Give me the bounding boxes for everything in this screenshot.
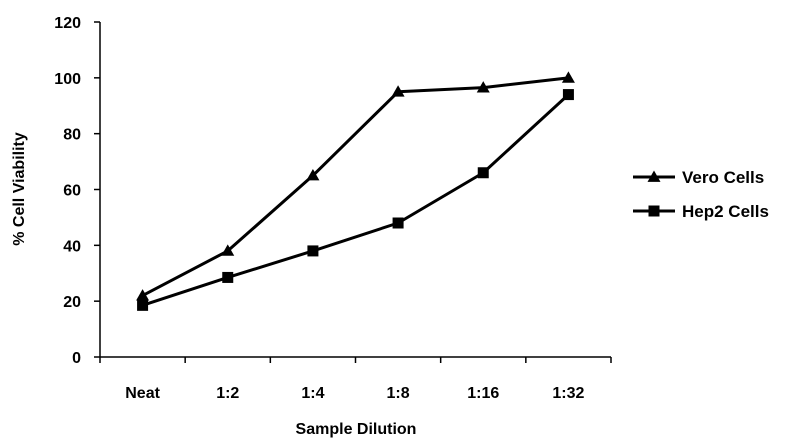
x-tick-label: 1:8 xyxy=(387,385,410,402)
x-axis-label: Sample Dilution xyxy=(296,421,417,438)
data-point xyxy=(561,71,575,83)
data-point xyxy=(137,299,149,311)
data-point xyxy=(136,289,150,301)
y-tick-label: 80 xyxy=(63,127,81,144)
x-axis: Neat 1:2 1:4 1:8 1:16 1:32 xyxy=(99,356,612,402)
data-point xyxy=(477,167,489,179)
data-point xyxy=(221,244,235,256)
legend-marker xyxy=(648,205,660,217)
series-vero-cells xyxy=(136,71,575,301)
legend: Vero Cells Hep2 Cells xyxy=(633,168,769,221)
legend-item: Hep2 Cells xyxy=(633,202,769,221)
data-point xyxy=(476,81,490,93)
data-point xyxy=(562,89,574,101)
x-tick-label: 1:4 xyxy=(301,385,324,402)
data-point xyxy=(222,271,234,283)
series-line xyxy=(142,93,570,307)
y-tick-label: 120 xyxy=(54,15,81,32)
series-line xyxy=(141,76,569,297)
y-axis: 0 20 40 60 80 100 120 xyxy=(54,15,101,367)
data-point xyxy=(391,85,405,97)
legend-label: Hep2 Cells xyxy=(682,202,769,221)
x-tick-label: Neat xyxy=(125,385,160,402)
data-point xyxy=(392,217,404,229)
legend-item: Vero Cells xyxy=(633,168,764,187)
series-hep2-cells xyxy=(137,89,574,311)
legend-marker xyxy=(647,170,661,182)
y-tick-label: 100 xyxy=(54,71,81,88)
data-point xyxy=(307,245,319,257)
data-point xyxy=(306,169,320,181)
y-tick-label: 60 xyxy=(63,183,81,200)
y-tick-label: 40 xyxy=(63,238,81,255)
legend-label: Vero Cells xyxy=(682,168,764,187)
y-axis-label: % Cell Viability xyxy=(11,132,28,246)
x-tick-label: 1:32 xyxy=(552,385,584,402)
y-tick-label: 20 xyxy=(63,294,81,311)
x-tick-label: 1:2 xyxy=(216,385,239,402)
y-tick-label: 0 xyxy=(72,350,81,367)
x-tick-label: 1:16 xyxy=(467,385,499,402)
